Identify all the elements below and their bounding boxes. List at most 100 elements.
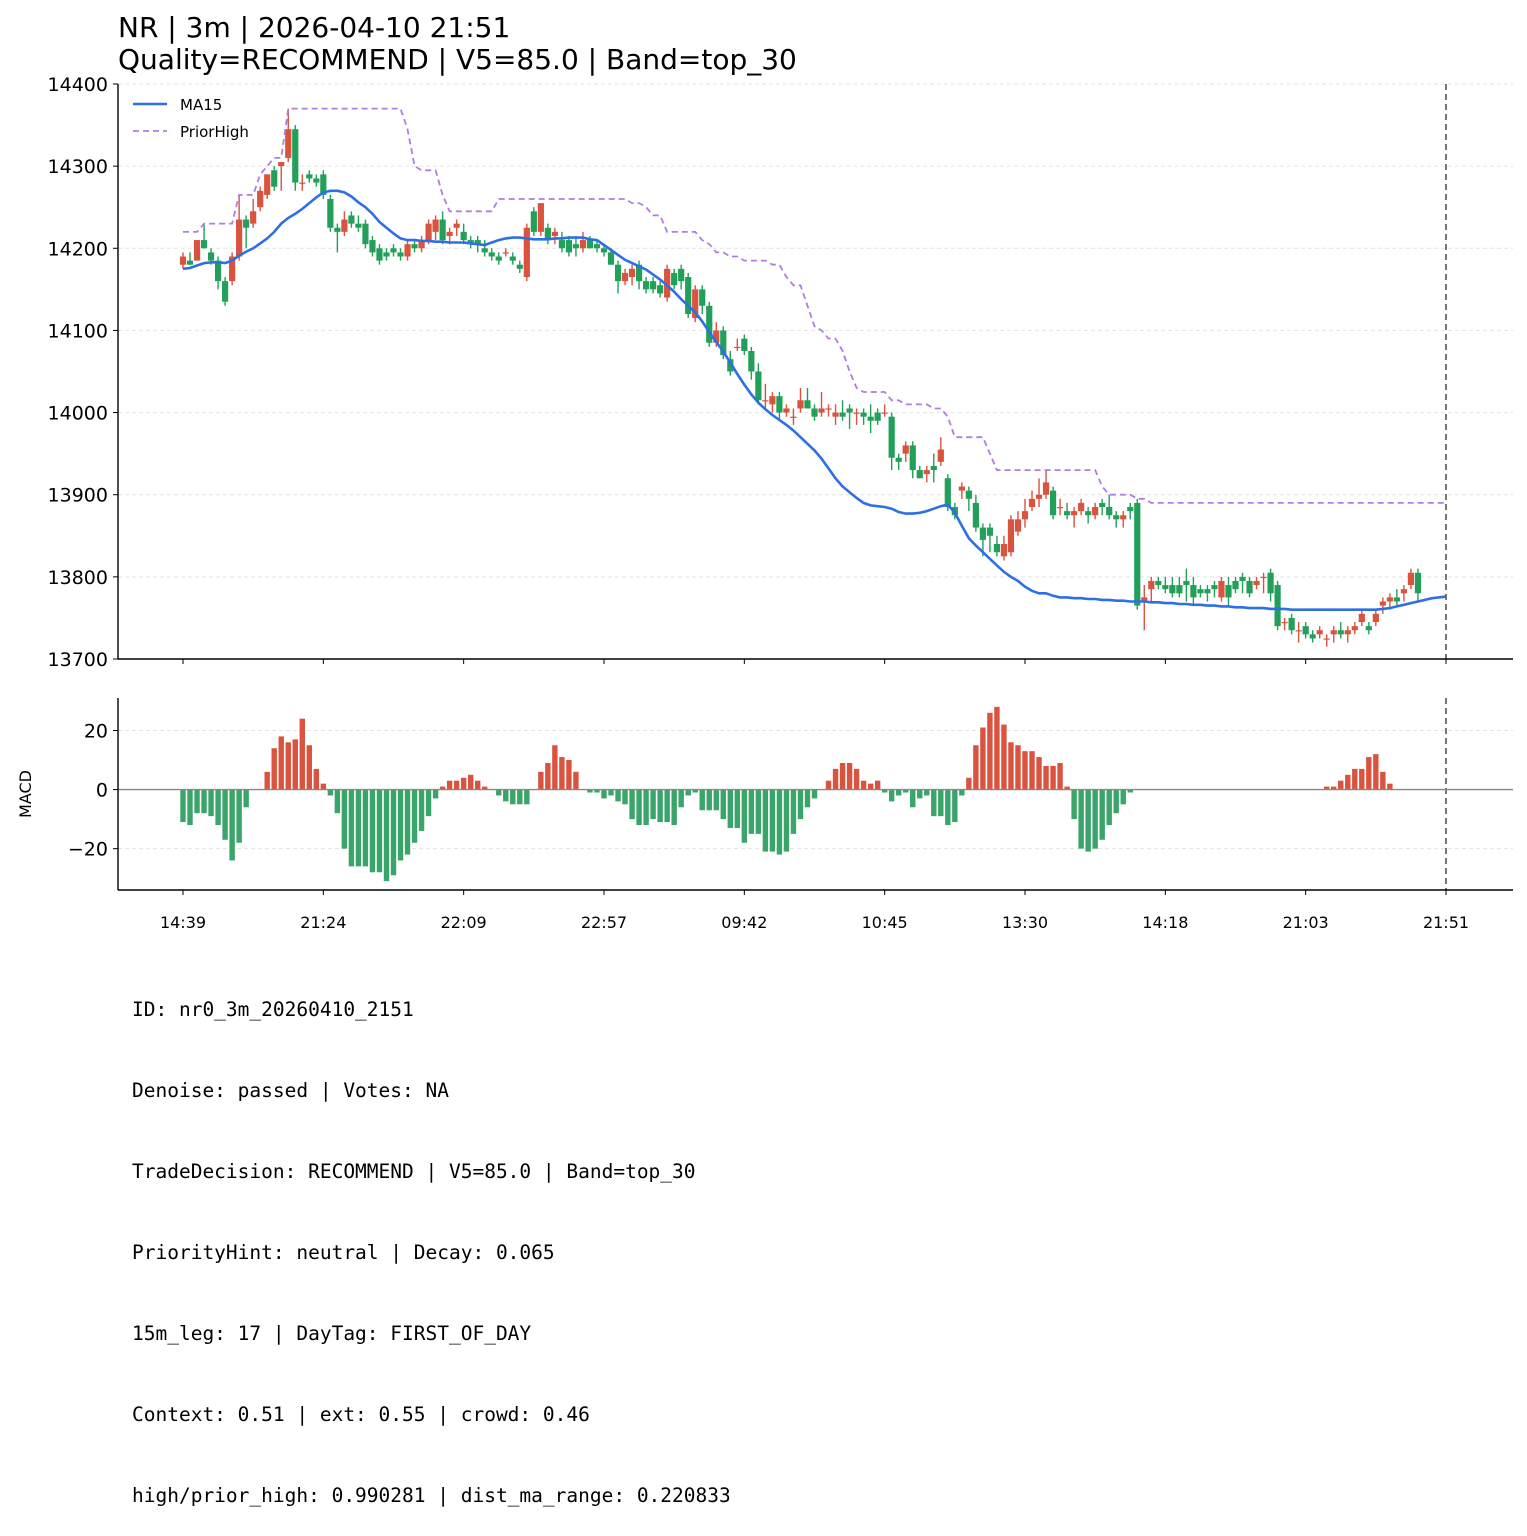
candle-body <box>923 470 930 475</box>
candle-body <box>1078 502 1085 512</box>
macd-bar <box>1050 765 1056 790</box>
macd-bar <box>1071 789 1077 820</box>
candle-body <box>299 182 306 184</box>
xtick-label: 21:24 <box>300 913 346 932</box>
chart-title: NR | 3m | 2026-04-10 21:51 <box>118 11 511 44</box>
macd-bar <box>510 789 516 805</box>
candle-body <box>1344 630 1351 635</box>
macd-bar <box>608 789 614 796</box>
price-ytick-label: 14100 <box>48 320 108 342</box>
macd-bar <box>1106 789 1112 826</box>
candle-body <box>1400 589 1407 594</box>
candle-body <box>439 219 446 241</box>
candle-body <box>551 231 558 236</box>
candle-body <box>902 445 909 454</box>
macd-bar <box>720 789 726 820</box>
candle-body <box>706 305 713 343</box>
candle-body <box>614 264 622 282</box>
xtick-label: 10:45 <box>862 913 908 932</box>
candle-body <box>1035 494 1043 499</box>
candle-body <box>832 412 839 417</box>
candle-body <box>1211 585 1218 590</box>
candle-body <box>664 268 671 298</box>
candle-body <box>818 408 825 413</box>
candle-body <box>523 227 530 278</box>
macd-bar <box>1387 783 1393 790</box>
xtick-label: 13:30 <box>1002 913 1048 932</box>
candle-body <box>783 408 790 413</box>
candle-body <box>1176 585 1183 594</box>
macd-bar <box>755 789 762 834</box>
candle-body <box>1190 585 1197 598</box>
macd-ylabel: MACD <box>16 770 35 818</box>
macd-bar <box>446 780 453 790</box>
candle-body <box>320 174 327 195</box>
macd-bar <box>475 780 481 790</box>
info-line: TradeDecision: RECOMMEND | V5=85.0 | Ban… <box>132 1160 696 1183</box>
info-line: Context: 0.51 | ext: 0.55 | crowd: 0.46 <box>132 1403 590 1426</box>
macd-bar <box>334 789 341 814</box>
macd-bar <box>762 789 769 852</box>
info-panel: ID: nr0_3m_20260410_2151 Denoise: passed… <box>132 942 731 1536</box>
candle-body <box>993 544 1001 553</box>
macd-bar <box>320 783 327 790</box>
macd-bar <box>215 789 221 826</box>
candle-body <box>846 408 853 413</box>
macd-bar <box>222 789 228 840</box>
candle-body <box>1113 515 1120 520</box>
candle-body <box>1246 580 1253 594</box>
macd-bar <box>1085 789 1091 852</box>
candle-body <box>867 416 874 421</box>
macd-bar <box>994 706 1000 790</box>
candle-body <box>327 199 334 228</box>
macd-bar <box>917 789 923 799</box>
candle-body <box>1071 511 1078 516</box>
candle-body <box>207 252 215 261</box>
macd-bar <box>348 789 355 867</box>
candle-body <box>453 223 460 228</box>
macd-bar <box>931 789 937 817</box>
macd-bar <box>411 789 418 843</box>
macd-bar <box>460 777 467 790</box>
candle-body <box>1007 519 1015 553</box>
macd-bar <box>776 789 783 855</box>
candle-body <box>1407 572 1415 586</box>
candle-body <box>369 240 376 253</box>
candle-body <box>790 416 797 418</box>
xtick-label: 21:03 <box>1283 913 1329 932</box>
macd-bar <box>790 789 797 834</box>
candle-body <box>306 174 313 179</box>
candle-body <box>1295 630 1302 632</box>
macd-bar <box>397 789 404 861</box>
candle-body <box>811 408 818 417</box>
macd-bar <box>1352 768 1358 790</box>
macd-bar <box>678 789 684 808</box>
candle-body <box>474 240 481 245</box>
macd-bar <box>1001 724 1007 790</box>
candle-body <box>404 244 411 257</box>
candle-body <box>797 400 804 409</box>
candle-body <box>544 227 551 241</box>
macd-bar <box>636 789 642 826</box>
xtick-label: 21:51 <box>1423 913 1469 932</box>
candle-body <box>937 449 944 462</box>
info-line: PriorityHint: neutral | Decay: 0.065 <box>132 1241 555 1264</box>
candle-body <box>341 219 348 232</box>
macd-bar <box>881 789 888 793</box>
macd-bar <box>1008 742 1014 790</box>
macd-bar <box>467 774 474 790</box>
candle-body <box>1169 585 1176 594</box>
candle-body <box>699 289 706 306</box>
macd-bar <box>853 768 860 790</box>
macd-bar <box>355 789 362 867</box>
macd-bar <box>538 771 544 790</box>
candle-body <box>432 219 439 232</box>
macd-bar <box>439 786 446 790</box>
macd-bar <box>699 789 705 811</box>
candle-body <box>1120 515 1127 520</box>
macd-bar <box>566 760 572 790</box>
candle-body <box>678 268 685 282</box>
candle-body <box>1155 580 1162 586</box>
candle-body <box>516 264 523 269</box>
candle-body <box>1330 630 1337 635</box>
